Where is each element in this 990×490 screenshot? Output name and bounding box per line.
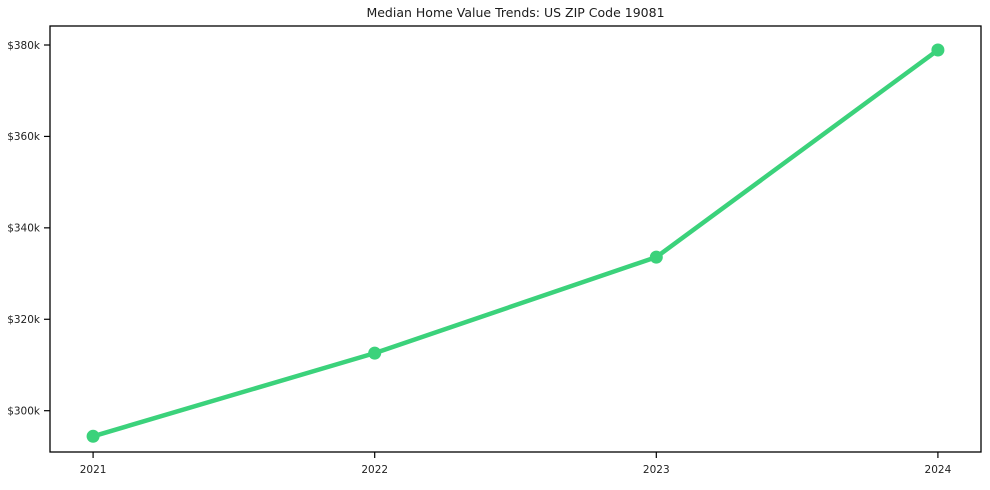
plot-border bbox=[49, 25, 982, 453]
x-axis-tick-label: 2021 bbox=[80, 464, 107, 476]
y-axis-tick-label: $340k bbox=[7, 223, 41, 235]
y-axis-tick-label: $360k bbox=[7, 131, 41, 143]
data-point-marker bbox=[368, 346, 382, 360]
data-point-marker bbox=[649, 250, 663, 264]
y-axis-tick-label: $320k bbox=[7, 314, 41, 326]
trend-line bbox=[90, 47, 941, 439]
x-axis-tick-label: 2022 bbox=[361, 464, 388, 476]
y-axis-tick-label: $300k bbox=[7, 405, 41, 417]
x-axis-tick-label: 2023 bbox=[643, 464, 670, 476]
x-axis-tick-label: 2024 bbox=[925, 464, 952, 476]
data-point-marker bbox=[86, 429, 100, 443]
y-axis-tick-label: $380k bbox=[7, 40, 41, 52]
chart-title: Median Home Value Trends: US ZIP Code 19… bbox=[366, 5, 665, 20]
data-point-marker bbox=[931, 43, 945, 57]
